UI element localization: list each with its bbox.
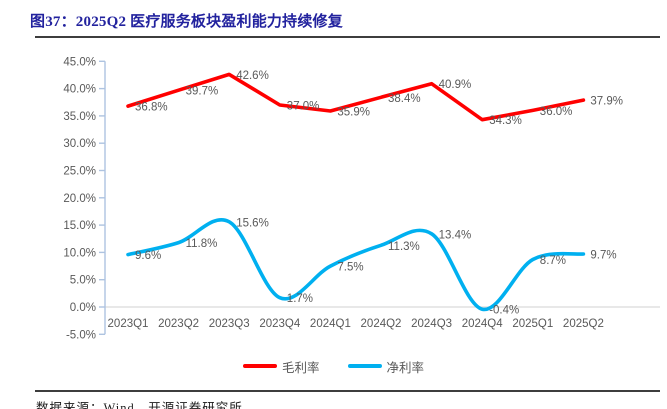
x-axis-tick-label: 2023Q1: [108, 318, 149, 330]
x-axis-tick-label: 2025Q1: [512, 318, 553, 330]
data-label: 39.7%: [186, 86, 219, 98]
x-axis-tick-label: 2024Q1: [310, 318, 351, 330]
data-label: 9.7%: [590, 250, 616, 262]
source-note: 数据来源：Wind，开源证券研究所: [36, 401, 243, 409]
y-axis-tick-label: 15.0%: [63, 220, 96, 232]
y-axis-tick-label: 20.0%: [63, 193, 96, 205]
x-axis-tick-label: 2024Q4: [462, 318, 504, 330]
x-axis-tick-label: 2024Q3: [411, 318, 452, 330]
data-label: 40.9%: [439, 79, 472, 91]
chart-legend: 毛利率 净利率: [0, 356, 667, 376]
x-axis-tick-label: 2023Q2: [158, 318, 199, 330]
x-axis-tick-label: 2023Q3: [209, 318, 250, 330]
legend-label-net-margin: 净利率: [386, 360, 425, 375]
y-axis-tick-label: -5.0%: [66, 329, 96, 341]
data-label: 37.0%: [287, 100, 320, 112]
gross-margin-line: [126, 72, 586, 122]
footer-divider: [35, 390, 660, 392]
data-label: 8.7%: [540, 255, 566, 267]
data-label: 37.9%: [590, 96, 623, 108]
x-axis-tick-label: 2024Q2: [361, 318, 402, 330]
gross-margin-line-swatch: [242, 364, 277, 368]
y-axis-tick-label: 40.0%: [63, 84, 96, 96]
x-axis-tick-label: 2023Q4: [259, 318, 301, 330]
legend-item-net-margin: 净利率: [347, 357, 425, 376]
title-divider: [35, 36, 660, 38]
data-label: -0.4%: [489, 305, 519, 317]
y-axis-tick-label: 45.0%: [63, 56, 96, 68]
data-label: 38.4%: [388, 93, 421, 105]
data-label: 11.8%: [186, 238, 218, 250]
data-label: 1.7%: [287, 293, 313, 305]
y-axis-tick-label: 25.0%: [63, 166, 96, 178]
x-axis-tick-label: 2025Q2: [563, 318, 604, 330]
y-axis-tick-label: 0.0%: [70, 302, 96, 314]
net-margin-line-swatch: [347, 364, 382, 368]
data-label: 34.3%: [489, 115, 522, 127]
data-label: 36.0%: [540, 106, 573, 118]
data-label: 9.6%: [135, 250, 161, 262]
y-axis-tick-label: 35.0%: [63, 111, 96, 123]
figure-title: 图37：2025Q2 医疗服务板块盈利能力持续修复: [30, 14, 343, 30]
data-label: 11.3%: [388, 241, 420, 253]
data-label: 15.6%: [236, 217, 269, 229]
data-label: 35.9%: [337, 106, 370, 118]
y-axis-tick-label: 10.0%: [63, 247, 96, 259]
legend-item-gross-margin: 毛利率: [242, 357, 320, 376]
y-axis-tick-label: 5.0%: [70, 275, 96, 287]
legend-label-gross-margin: 毛利率: [281, 360, 320, 375]
net-margin-line: [126, 218, 586, 312]
data-label: 7.5%: [337, 262, 363, 274]
y-axis-tick-label: 30.0%: [63, 138, 96, 150]
data-label: 36.8%: [135, 102, 168, 114]
data-label: 42.6%: [236, 70, 269, 82]
data-label: 13.4%: [439, 229, 472, 241]
